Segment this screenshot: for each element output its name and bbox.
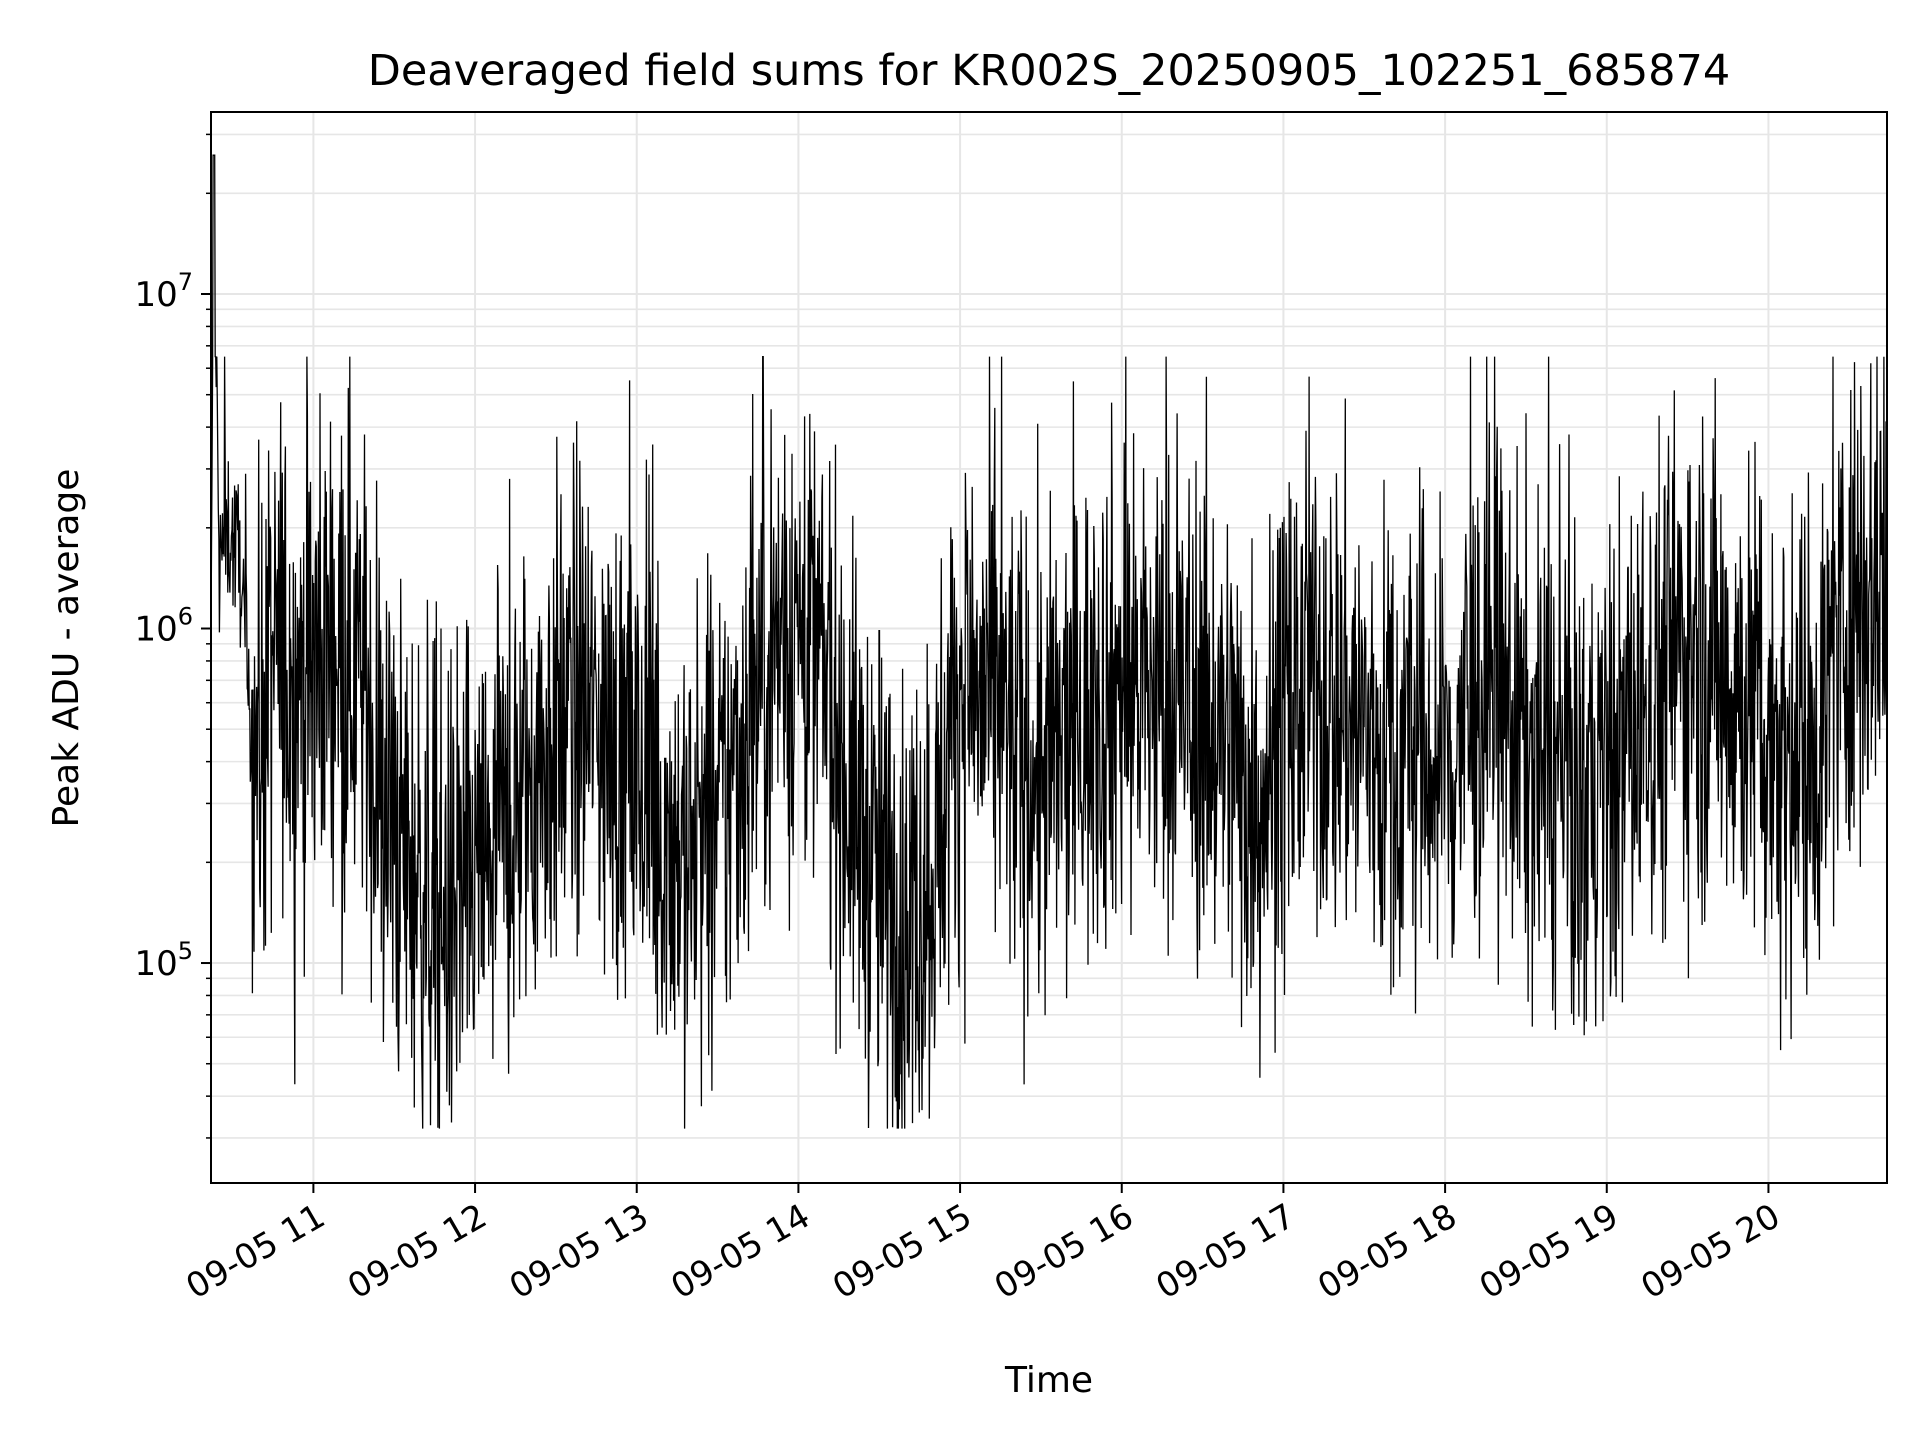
y-tick-label: 105 xyxy=(134,937,193,984)
x-axis-label: Time xyxy=(1004,1360,1093,1401)
chart-title: Deaveraged field sums for KR002S_2025090… xyxy=(368,46,1731,96)
y-tick-label: 106 xyxy=(134,603,193,650)
y-axis: 105 106 107 xyxy=(134,133,211,1139)
series-line xyxy=(211,154,1887,1129)
plot-frame xyxy=(210,111,1888,1184)
plot-area xyxy=(211,154,1887,1129)
y-tick-label: 107 xyxy=(134,268,193,315)
y-axis-label: Peak ADU - average xyxy=(46,469,87,828)
